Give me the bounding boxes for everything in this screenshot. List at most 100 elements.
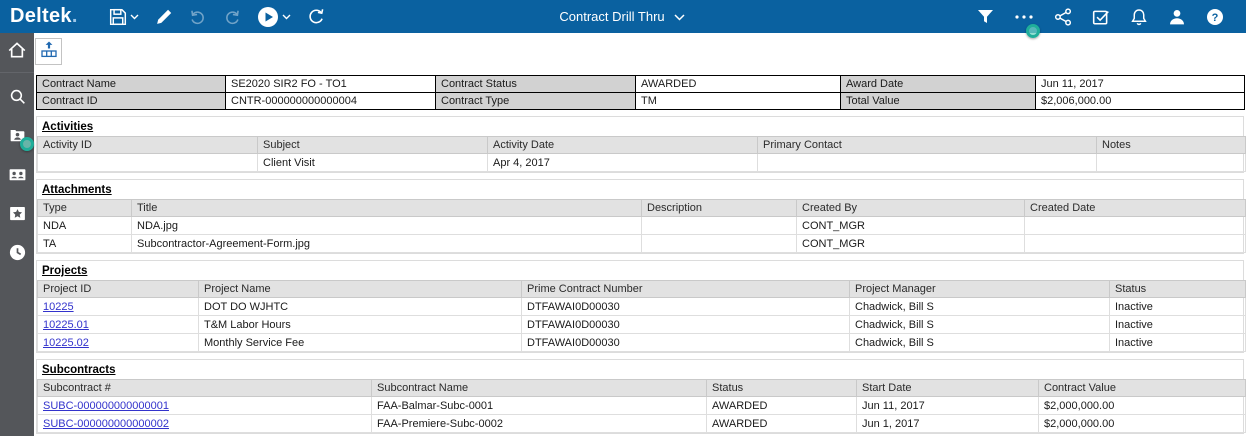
- drill-link[interactable]: SUBC-000000000000002: [43, 417, 169, 430]
- column-header: Project Name: [198, 280, 522, 298]
- cell: SUBC-000000000000002: [37, 414, 372, 433]
- drill-link[interactable]: 10225: [43, 300, 74, 313]
- cell: 10225.02: [37, 333, 199, 352]
- bell-icon: [1130, 8, 1148, 26]
- cell: NDA: [37, 216, 132, 235]
- section-title-attachments: Attachments: [42, 184, 112, 196]
- cell: [641, 234, 797, 253]
- contract-summary-row: Contract Name SE2020 SIR2 FO - TO1 Contrac…: [36, 75, 1245, 93]
- cell: DTFAWAI0D00030: [521, 333, 850, 352]
- star-box-icon: [8, 204, 27, 228]
- deltek-logo: Deltek.: [10, 5, 78, 27]
- field-value: CNTR-000000000000004: [225, 92, 436, 110]
- refresh-icon: [307, 8, 325, 26]
- play-icon: [257, 6, 279, 28]
- column-header: Prime Contract Number: [521, 280, 850, 298]
- share-button[interactable]: [1054, 7, 1072, 26]
- cell: SUBC-000000000000001: [37, 396, 372, 415]
- table-row: 10225.01 T&M Labor Hours DTFAWAI0D00030 Cha…: [37, 315, 1246, 334]
- column-header: Description: [641, 199, 797, 217]
- cell: TA: [37, 234, 132, 253]
- view-title: Contract Drill Thru: [559, 9, 665, 24]
- field-value: SE2020 SIR2 FO - TO1: [225, 75, 436, 93]
- field-label: Contract Type: [435, 92, 636, 110]
- help-button[interactable]: ?: [1206, 8, 1224, 26]
- section-title-activities: Activities: [42, 121, 94, 133]
- cell: Inactive: [1109, 297, 1246, 316]
- search-icon: [8, 87, 27, 111]
- edit-button[interactable]: [155, 8, 173, 26]
- field-label: Award Date: [840, 75, 1036, 93]
- cell: 10225.01: [37, 315, 199, 334]
- save-icon: [109, 8, 127, 26]
- table-row: 10225.02 Monthly Service Fee DTFAWAI0D0003…: [37, 333, 1246, 352]
- cell: CONT_MGR: [796, 234, 1025, 253]
- cell: [1024, 216, 1246, 235]
- section-title-subcontracts: Subcontracts: [42, 364, 116, 376]
- field-label: Contract ID: [36, 92, 226, 110]
- cell: Inactive: [1109, 315, 1246, 334]
- undo-button[interactable]: [189, 8, 207, 26]
- column-header: Title: [131, 199, 642, 217]
- cell: CONT_MGR: [796, 216, 1025, 235]
- field-label: Contract Name: [36, 75, 226, 93]
- redo-button[interactable]: [223, 8, 241, 26]
- sidebar-item-favorites[interactable]: [0, 197, 34, 235]
- export-table-button[interactable]: [35, 38, 62, 65]
- cell: Jun 11, 2017: [856, 396, 1039, 415]
- cell: DOT DO WJHTC: [198, 297, 522, 316]
- column-header: Subcontract #: [37, 379, 372, 397]
- cell: Subcontractor-Agreement-Form.jpg: [131, 234, 642, 253]
- field-value: AWARDED: [635, 75, 841, 93]
- field-value: Jun 11, 2017: [1035, 75, 1245, 93]
- field-value: $2,006,000.00: [1035, 92, 1245, 110]
- home-icon: [7, 40, 27, 65]
- cell: 10225: [37, 297, 199, 316]
- table-row: Client Visit Apr 4, 2017: [37, 153, 1246, 172]
- cell: AWARDED: [706, 414, 857, 433]
- field-label: Contract Status: [435, 75, 636, 93]
- click-annotation-marker: [20, 137, 34, 151]
- user-profile-button[interactable]: [1168, 8, 1186, 26]
- drill-link[interactable]: SUBC-000000000000001: [43, 399, 169, 412]
- filter-button[interactable]: [977, 9, 994, 25]
- cell: $2,000,000.00: [1038, 414, 1246, 433]
- report-content: Contract Name SE2020 SIR2 FO - TO1 Contrac…: [34, 33, 1246, 436]
- column-header: Status: [1109, 280, 1246, 298]
- drill-link[interactable]: 10225.01: [43, 318, 89, 331]
- table-row: 10225 DOT DO WJHTC DTFAWAI0D00030 Chadwick,…: [37, 297, 1246, 316]
- pencil-icon: [155, 8, 173, 26]
- cell: [641, 216, 797, 235]
- column-header: Subcontract Name: [371, 379, 707, 397]
- more-options-button[interactable]: [1014, 9, 1034, 25]
- refresh-button[interactable]: [307, 8, 325, 26]
- chevron-down-icon: [282, 14, 291, 20]
- sidebar-item-employee-folder[interactable]: [0, 119, 34, 157]
- column-header: Project Manager: [849, 280, 1110, 298]
- export-table-icon: [39, 40, 59, 63]
- view-selector[interactable]: Contract Drill Thru: [559, 9, 685, 24]
- run-process-button[interactable]: [257, 6, 291, 28]
- field-value: TM: [635, 92, 841, 110]
- undo-icon: [189, 8, 207, 26]
- clock-icon: [8, 243, 27, 267]
- column-header: Start Date: [856, 379, 1039, 397]
- notifications-button[interactable]: [1130, 8, 1148, 26]
- sidebar-item-search[interactable]: [0, 80, 34, 118]
- sidebar-item-contacts[interactable]: [0, 158, 34, 196]
- section-activities: Activities Activity ID Subject Activity Dat…: [36, 116, 1246, 173]
- column-header: Created Date: [1024, 199, 1246, 217]
- contract-summary-row: Contract ID CNTR-000000000000004 Contract …: [36, 92, 1245, 110]
- sidebar-item-recent-history[interactable]: [0, 236, 34, 274]
- drill-link[interactable]: 10225.02: [43, 336, 89, 349]
- save-button[interactable]: [109, 8, 139, 26]
- section-projects: Projects Project ID Project Name Prime Cont…: [36, 260, 1246, 353]
- tasks-button[interactable]: [1092, 8, 1110, 26]
- sidebar-item-home[interactable]: [0, 33, 34, 73]
- column-header: Type: [37, 199, 132, 217]
- contacts-icon: [8, 165, 27, 189]
- column-header: Activity Date: [487, 136, 758, 154]
- column-header: Activity ID: [37, 136, 258, 154]
- section-title-projects: Projects: [42, 265, 88, 277]
- cell: Monthly Service Fee: [198, 333, 522, 352]
